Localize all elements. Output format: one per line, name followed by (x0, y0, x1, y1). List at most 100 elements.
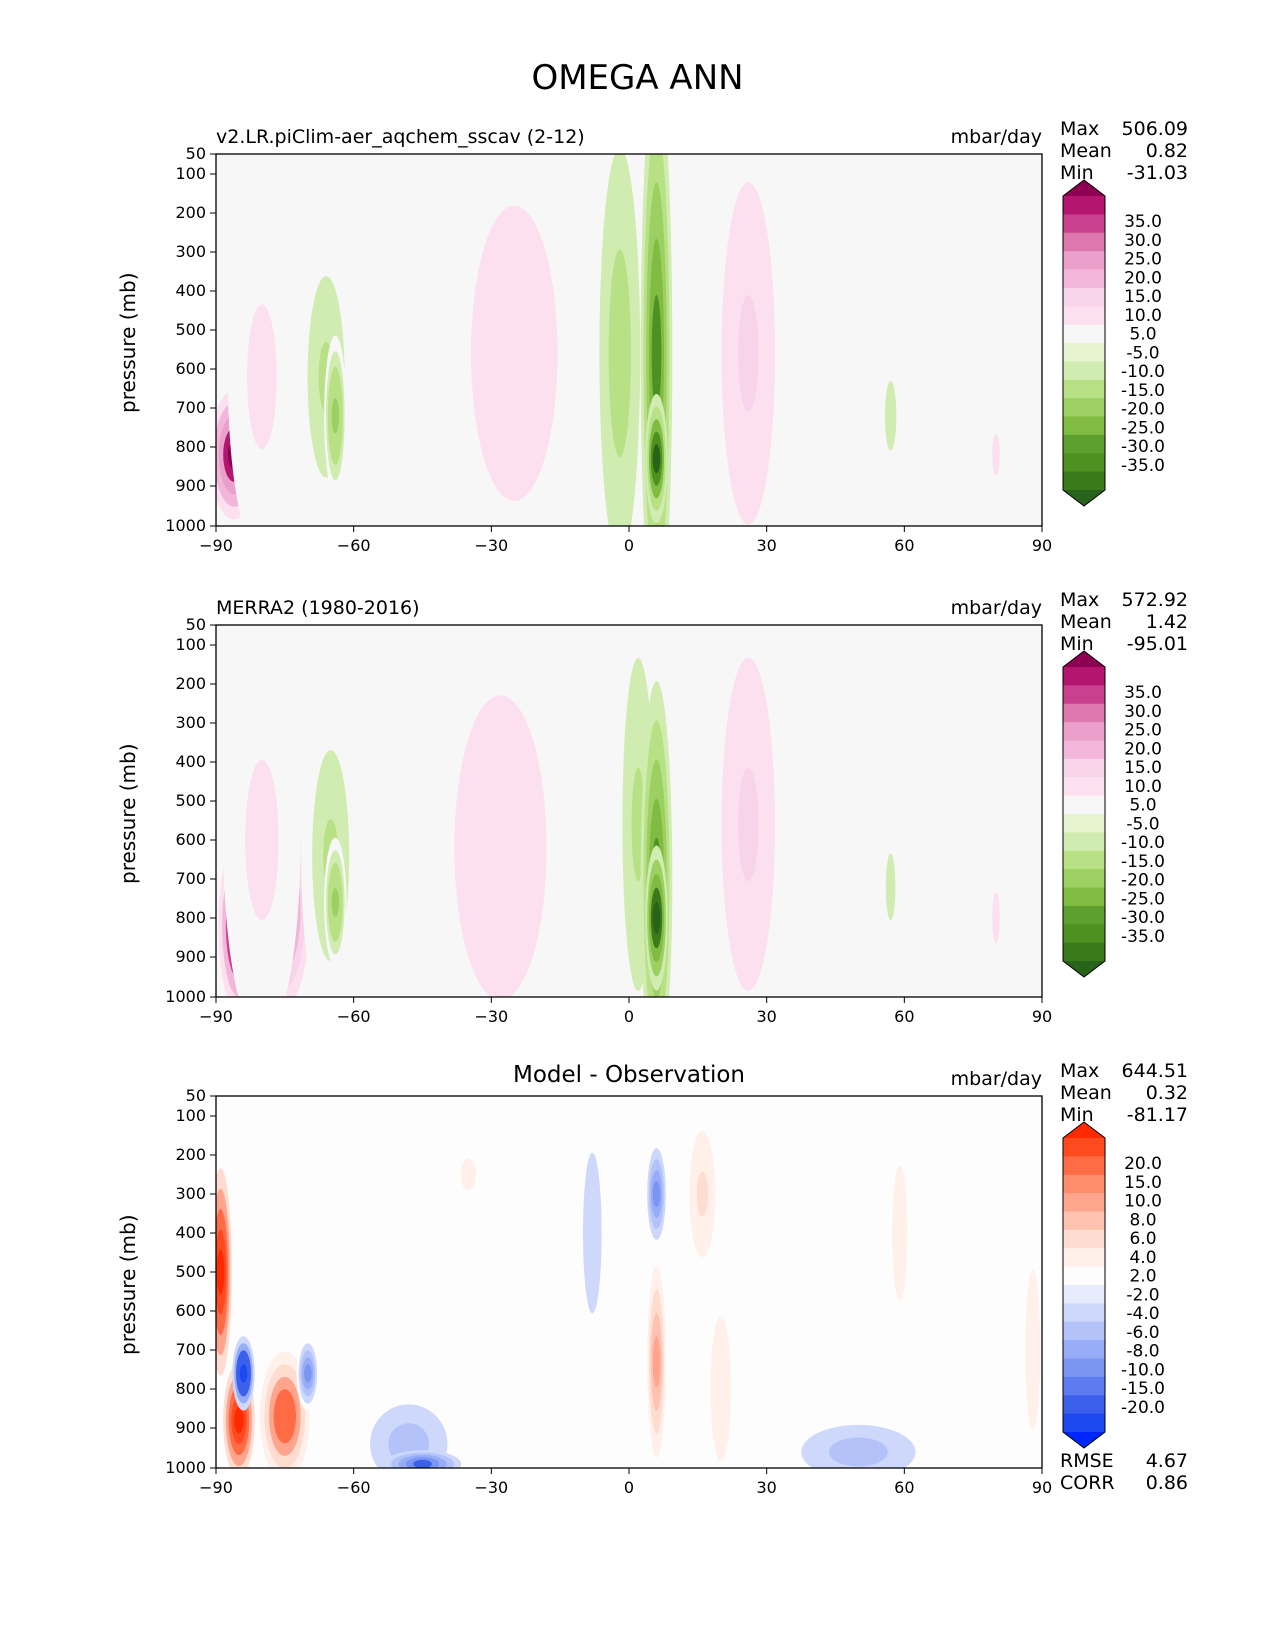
x-tick-label: 90 (1032, 1007, 1052, 1026)
contour-feature-9-level-4 (652, 1181, 661, 1207)
min-value: -81.17 (1126, 1104, 1188, 1126)
colorbar-label: 15.0 (1124, 758, 1162, 778)
contour-feature-10-level-4 (885, 853, 896, 921)
contour-feature-2-level-4 (278, 1401, 292, 1431)
x-tick-label: 90 (1032, 1478, 1052, 1497)
y-tick-label: 900 (175, 476, 206, 495)
colorbar-label: 6.0 (1129, 1229, 1156, 1249)
max-value: 644.51 (1121, 1060, 1188, 1082)
colorbar-bin (1063, 398, 1105, 418)
contour-feature-10-level-4 (652, 1336, 661, 1388)
x-tick-label: 0 (624, 536, 634, 555)
contour-feature-4-level-4 (498, 302, 531, 404)
colorbar-label: -35.0 (1121, 456, 1165, 476)
colorbar-label: 20.0 (1124, 739, 1162, 759)
x-tick-label: −90 (199, 536, 233, 555)
contour-feature-13-level-4 (842, 1443, 875, 1461)
y-tick-label: 800 (175, 908, 206, 927)
error-stats: RMSE 4.67 CORR 0.86 (1060, 1450, 1188, 1494)
colorbar-bin (1063, 795, 1105, 815)
contour-feature-8-level-4 (586, 1191, 598, 1275)
y-tick-label: 400 (175, 281, 206, 300)
colorbar-bin (1063, 1395, 1105, 1415)
panel-observation: MERRA2 (1980-2016) mbar/day Max 572.92 Me… (0, 589, 1275, 1067)
colorbar-bin (1063, 416, 1105, 436)
colorbar-bin (1063, 1229, 1105, 1249)
panel-stats: Max 572.92 Mean 1.42 Min -95.01 (1060, 589, 1188, 655)
colorbar-bin (1063, 942, 1105, 962)
contour-feature-1-level-4 (234, 1407, 244, 1434)
y-tick-label: 400 (175, 1223, 206, 1242)
x-tick-label: 30 (756, 1478, 776, 1497)
colorbar-bin (1063, 269, 1105, 289)
colorbar-label: 20.0 (1124, 268, 1162, 288)
y-tick-label: 600 (175, 359, 206, 378)
x-tick-label: −60 (337, 1478, 371, 1497)
colorbar-label: 10.0 (1124, 306, 1162, 326)
colorbar-label: -20.0 (1121, 1398, 1165, 1418)
y-tick-label: 600 (175, 830, 206, 849)
y-tick-label: 300 (175, 1184, 206, 1203)
y-tick-label: 700 (175, 398, 206, 417)
colorbar-label: -15.0 (1121, 1379, 1165, 1399)
colorbar-label: 15.0 (1124, 287, 1162, 307)
max-label: Max (1060, 589, 1100, 611)
corr-label: CORR (1060, 1472, 1115, 1494)
colorbar-label: 25.0 (1124, 721, 1162, 741)
colorbar-bin (1063, 1358, 1105, 1378)
y-tick-label: 50 (186, 144, 206, 163)
colorbar-bin (1063, 1413, 1105, 1433)
mean-label: Mean (1060, 611, 1112, 633)
y-tick-label: 300 (175, 713, 206, 732)
y-tick-label: 100 (175, 164, 206, 183)
colorbar-label: 10.0 (1124, 777, 1162, 797)
colorbar-bin (1063, 1266, 1105, 1286)
contour-feature-9-level-4 (738, 767, 759, 882)
colorbar-label: -4.0 (1126, 1304, 1159, 1324)
colorbar-bin (1063, 703, 1105, 723)
colorbar-bin (1063, 1376, 1105, 1396)
x-tick-label: 30 (756, 536, 776, 555)
colorbar-label: 35.0 (1124, 683, 1162, 703)
panel-units: mbar/day (950, 126, 1042, 148)
mean-value: 0.32 (1145, 1082, 1188, 1104)
panel-units: mbar/day (950, 1068, 1042, 1090)
corr-value: 0.86 (1145, 1472, 1188, 1494)
contour-feature-15-level-4 (1028, 1308, 1038, 1392)
x-tick-label: 60 (894, 1007, 914, 1026)
colorbar-bin (1063, 869, 1105, 889)
contour-feature-4-level-4 (331, 887, 340, 917)
colorbar-bin (1063, 758, 1105, 778)
y-tick-label: 200 (175, 1145, 206, 1164)
y-tick-label: 50 (186, 615, 206, 634)
contour-feature-8-level-4 (652, 901, 661, 935)
colorbar-outline (1062, 650, 1106, 978)
colorbar-bin (1063, 361, 1105, 381)
min-label: Min (1060, 1104, 1094, 1126)
rmse-label: RMSE (1060, 1450, 1114, 1472)
colorbar-bin (1063, 379, 1105, 399)
colorbar-label: 5.0 (1129, 796, 1156, 816)
y-tick-label: 700 (175, 869, 206, 888)
x-tick-label: −90 (199, 1007, 233, 1026)
max-value: 506.09 (1121, 118, 1188, 140)
x-tick-label: 60 (894, 536, 914, 555)
y-tick-label: 1000 (165, 1458, 206, 1477)
colorbar-bin (1063, 850, 1105, 870)
contour-feature-11-level-4 (696, 1171, 709, 1217)
colorbar-bin (1063, 1138, 1105, 1157)
max-value: 572.92 (1121, 589, 1188, 611)
contour-feature-1-level-4 (253, 339, 271, 414)
contour-fields (218, 625, 1008, 997)
colorbar-bin (1063, 1248, 1105, 1268)
colorbar-extend-min (1063, 490, 1105, 506)
colorbar-bin (1063, 324, 1105, 344)
colorbar-label: 8.0 (1129, 1210, 1156, 1230)
x-tick-label: −30 (474, 1478, 508, 1497)
colorbar-bin (1063, 251, 1105, 271)
y-tick-label: 700 (175, 1340, 206, 1359)
colorbar-label: 15.0 (1124, 1173, 1162, 1193)
y-tick-label: 200 (175, 203, 206, 222)
x-tick-label: 0 (624, 1478, 634, 1497)
contour-feature-6-level-4 (651, 295, 662, 412)
